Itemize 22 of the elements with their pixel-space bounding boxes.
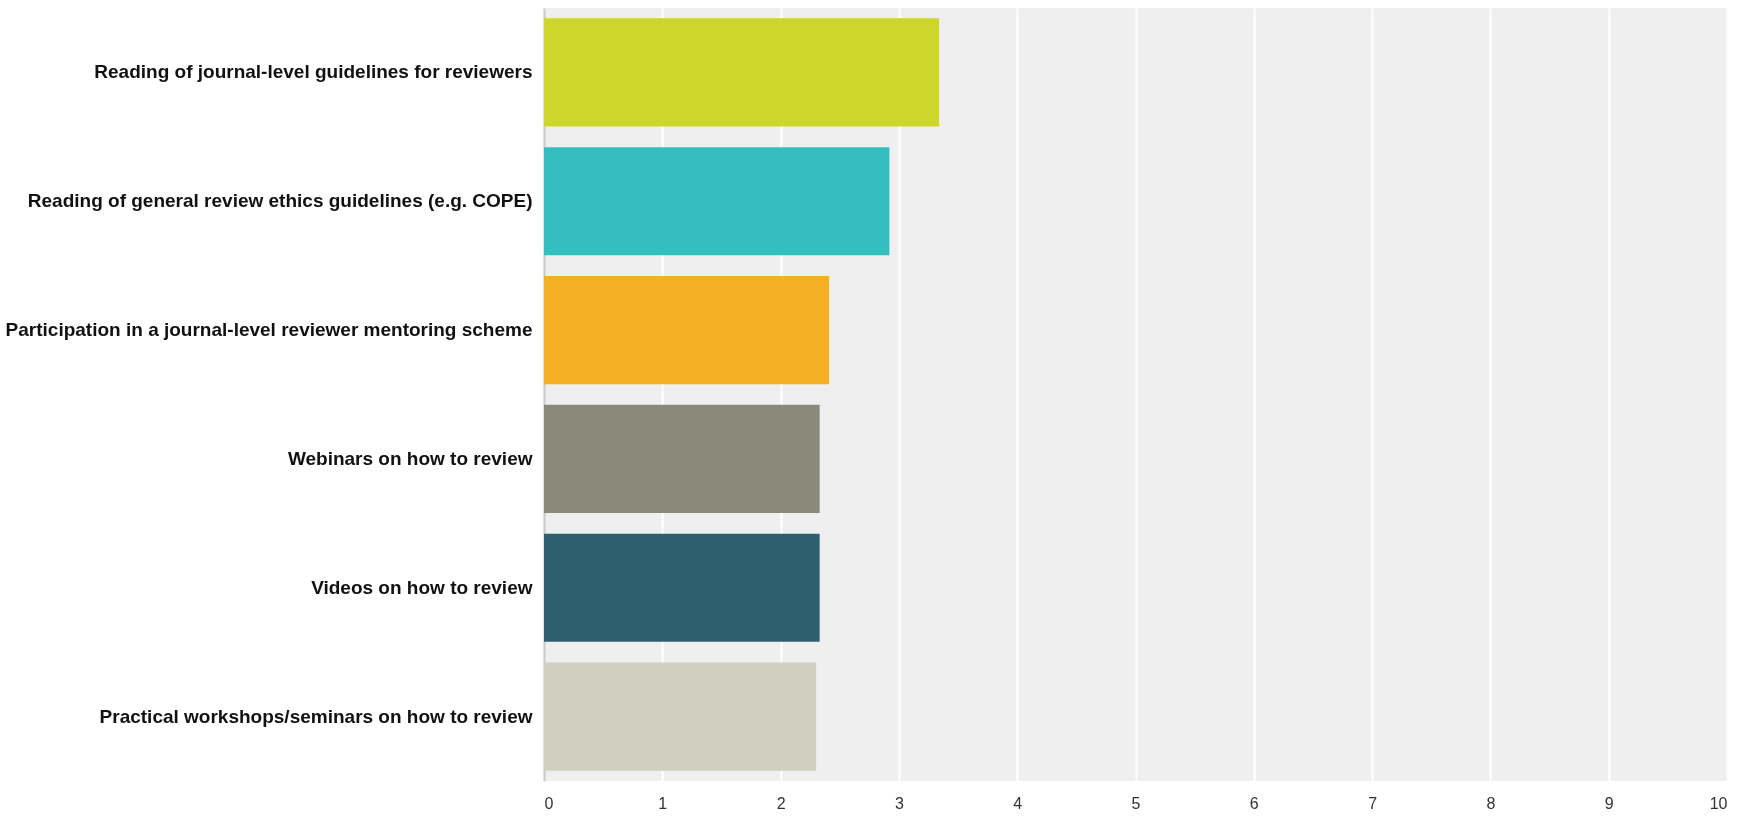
bar [544,275,830,385]
x-tick-label: 4 [1013,794,1023,812]
x-tick-label: 2 [776,794,786,812]
bar [544,147,890,256]
x-tick-label: 9 [1604,794,1614,812]
x-tick-label: 5 [1131,794,1141,812]
x-tick-label: 6 [1249,794,1259,812]
y-tick-label: Practical workshops/seminars on how to review [99,705,533,727]
x-tick-label: 3 [894,794,904,812]
y-tick-label: Participation in a journal-level reviewer mentoring scheme [5,319,533,341]
x-tick-label: 8 [1486,794,1496,812]
y-tick-label: Videos on how to review [311,576,533,598]
y-tick-label: Webinars on how to review [287,447,533,469]
bar [544,533,820,642]
x-tick-label: 1 [658,794,668,812]
x-tick-label: 0 [544,794,554,812]
x-tick-label: 7 [1368,794,1378,812]
y-tick-label: Reading of general review ethics guidelines (e.g. COPE) [27,190,533,212]
x-tick-label: 10 [1709,794,1728,812]
bar [544,18,940,127]
bar [544,404,820,514]
y-tick-label: Reading of journal-level guidelines for reviewers [94,61,533,83]
